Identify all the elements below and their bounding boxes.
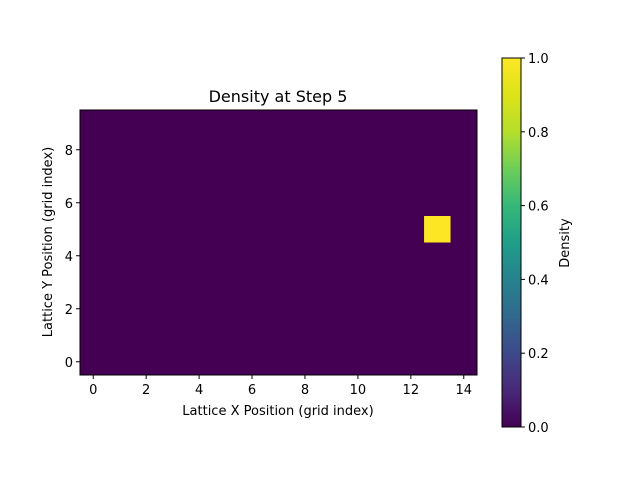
y-tick-label: 8: [65, 144, 73, 159]
x-tick-label: 4: [195, 383, 203, 398]
plot-frame: [79, 109, 478, 376]
x-tick-label: 14: [455, 383, 472, 398]
colorbar-tick-label: 0.8: [528, 126, 549, 141]
x-tick-label: 12: [403, 383, 420, 398]
colorbar-tick-label: 1.0: [528, 52, 549, 67]
colorbar-tick-label: 0.4: [528, 273, 549, 288]
colorbar-frame: [501, 57, 522, 428]
y-axis-label: Lattice Y Position (grid index): [41, 147, 56, 337]
y-tick-label: 4: [65, 250, 73, 265]
plot-area: [79, 109, 478, 376]
colorbar-tick-label: 0.0: [528, 421, 549, 436]
x-axis-ticks: 0 2 4 6 8 10 12 14: [89, 375, 472, 398]
heatmap-cell-0: [424, 216, 451, 243]
heatmap-cells: [424, 216, 451, 243]
colorbar-tick-label: 0.2: [528, 347, 549, 362]
x-axis-label: Lattice X Position (grid index): [182, 404, 373, 419]
x-tick-label: 10: [350, 383, 367, 398]
x-tick-label: 2: [142, 383, 150, 398]
colorbar-label: Density: [558, 218, 573, 268]
colorbar-ticks: 0.0 0.2 0.4 0.6 0.8 1.0: [521, 52, 549, 436]
y-tick-label: 0: [65, 356, 73, 371]
colorbar: 0.0 0.2 0.4 0.6 0.8 1.0 Density: [501, 52, 573, 436]
chart-title: Density at Step 5: [209, 87, 348, 106]
y-tick-label: 2: [65, 303, 73, 318]
colorbar-gradient: [502, 58, 521, 427]
x-tick-label: 8: [301, 383, 309, 398]
colorbar-tick-label: 0.6: [528, 200, 549, 215]
x-tick-label: 0: [89, 383, 97, 398]
x-tick-label: 6: [248, 383, 256, 398]
y-tick-label: 6: [65, 197, 73, 212]
y-axis-ticks: 0 2 4 6 8: [65, 144, 80, 371]
heatmap-background: [80, 110, 477, 375]
